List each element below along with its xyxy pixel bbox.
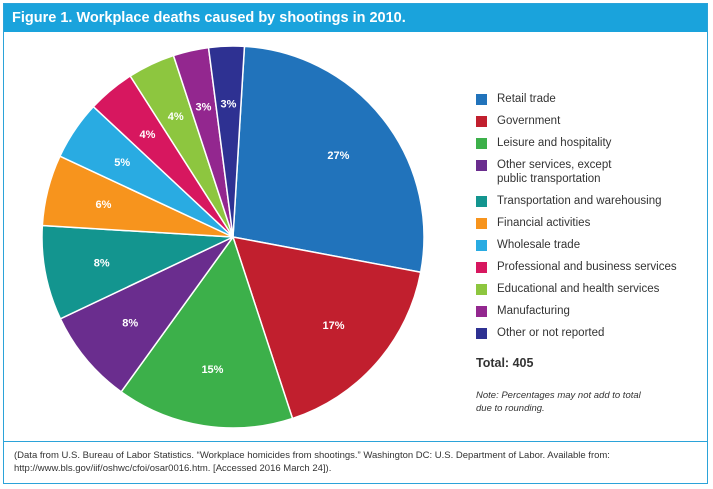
legend-item: Educational and health services: [476, 282, 706, 296]
legend-swatch: [476, 306, 487, 317]
pie-slice-label-0: 27%: [327, 150, 349, 162]
pie-slice-label-9: 3%: [196, 102, 212, 114]
figure-title: Figure 1. Workplace deaths caused by sho…: [4, 4, 707, 32]
pie-slice-0: [232, 45, 425, 274]
legend-item: Retail trade: [476, 92, 706, 106]
pie-slice-2: [120, 235, 294, 429]
rounding-note: Note: Percentages may not add to total d…: [476, 390, 641, 414]
legend-swatch: [476, 160, 487, 171]
legend-label: Wholesale trade: [497, 239, 581, 251]
legend-item: Government: [476, 114, 706, 128]
pie-slice-4: [41, 224, 234, 320]
legend-item: Leisure and hospitality: [476, 136, 706, 150]
pie-slice-label-3: 8%: [122, 318, 138, 330]
legend-item: Wholesale trade: [476, 238, 706, 252]
pie-slice-label-2: 15%: [201, 364, 223, 376]
legend-swatch: [476, 196, 487, 207]
legend-item: Professional and business services: [476, 260, 706, 274]
chart-area: 27% 17% 15% 8% 8% 6% 5% 4% 4% 3% 3% Retail trade Go…: [4, 32, 707, 442]
legend-label: Other services, except public transporta…: [497, 159, 612, 185]
pie-slice-label-7: 4%: [140, 129, 156, 141]
legend-label: Transportation and warehousing: [497, 195, 662, 207]
legend-item: Financial activities: [476, 216, 706, 230]
legend-swatch: [476, 94, 487, 105]
legend-swatch: [476, 240, 487, 251]
pie-slice-10: [207, 45, 246, 238]
legend-label: Leisure and hospitality: [497, 137, 612, 149]
pie-slice-label-5: 6%: [95, 199, 111, 211]
legend-label: Manufacturing: [497, 305, 570, 317]
pie-slice-label-8: 4%: [168, 111, 184, 123]
legend: Retail trade Government Leisure and hospit…: [476, 92, 706, 348]
legend-item: Manufacturing: [476, 304, 706, 318]
legend-item: Transportation and warehousing: [476, 194, 706, 208]
pie-slice-label-1: 17%: [323, 320, 345, 332]
pie-slice-label-4: 8%: [94, 257, 110, 269]
total-label: Total: 405: [476, 356, 534, 370]
pie-slice-3: [59, 236, 234, 393]
legend-swatch: [476, 138, 487, 149]
legend-item: Other services, except public transporta…: [476, 158, 706, 186]
source-citation: (Data from U.S. Bureau of Labor Statisti…: [4, 441, 707, 483]
pie-chart: 27% 17% 15% 8% 8% 6% 5% 4% 4% 3% 3%: [41, 45, 425, 429]
legend-item: Other or not reported: [476, 326, 706, 340]
figure-frame: Figure 1. Workplace deaths caused by sho…: [3, 3, 708, 484]
pie-slice-label-10: 3%: [220, 98, 236, 110]
legend-swatch: [476, 284, 487, 295]
legend-label: Other or not reported: [497, 327, 605, 339]
legend-swatch: [476, 116, 487, 127]
legend-swatch: [476, 218, 487, 229]
legend-swatch: [476, 328, 487, 339]
pie-slice-label-6: 5%: [114, 157, 130, 169]
legend-label: Professional and business services: [497, 261, 677, 273]
legend-label: Financial activities: [497, 217, 591, 229]
legend-label: Educational and health services: [497, 283, 660, 295]
legend-label: Retail trade: [497, 93, 556, 105]
legend-swatch: [476, 262, 487, 273]
legend-label: Government: [497, 115, 561, 127]
pie-slice-1: [231, 236, 422, 420]
